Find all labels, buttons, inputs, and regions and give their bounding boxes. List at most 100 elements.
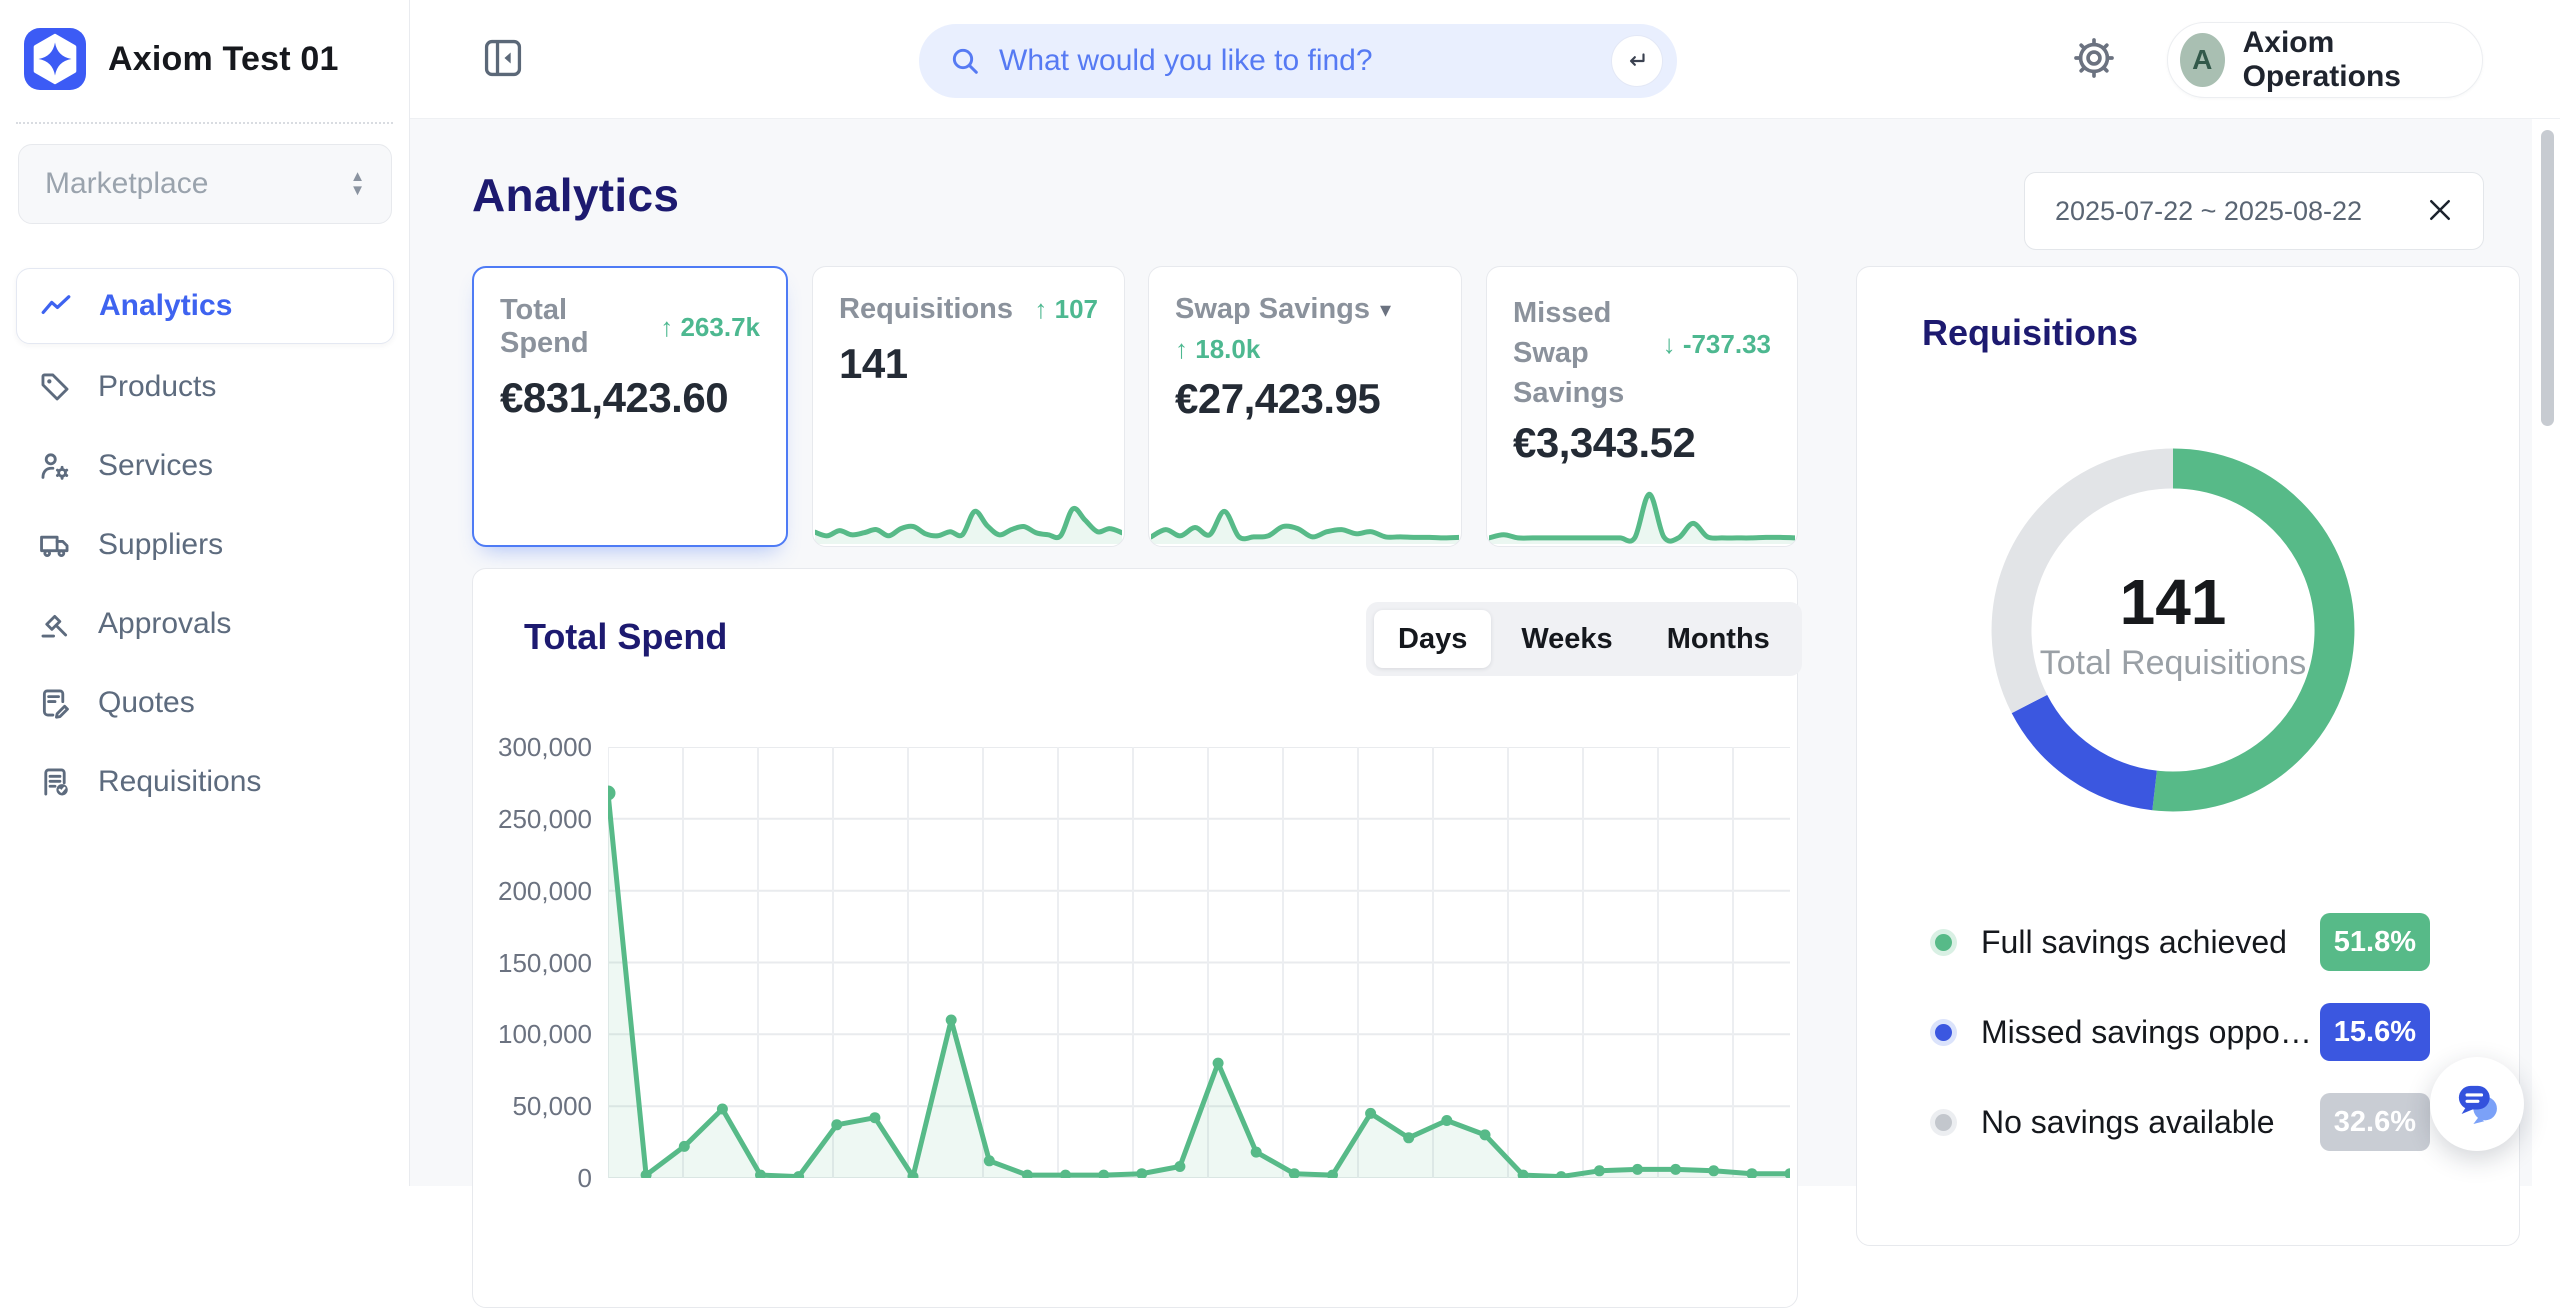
sidebar-item-services[interactable]: Services (16, 426, 394, 505)
document-check-icon (44, 768, 68, 795)
sidebar-item-suppliers[interactable]: Suppliers (16, 505, 394, 584)
kpi-card-requisitions[interactable]: Requisitions ↑ 107 141 (812, 266, 1125, 547)
kpi-delta: ↓ -737.33 (1662, 329, 1771, 359)
legend-item-full-savings[interactable]: Full savings achieved 51.8% (1930, 912, 2430, 972)
sidebar-item-requisitions[interactable]: Requisitions (16, 742, 394, 821)
legend-pct-badge: 32.6% (2319, 1093, 2430, 1151)
requisitions-panel-title: Requisitions (1922, 312, 2139, 353)
approval-stamp-icon (41, 614, 68, 637)
kpi-value: 141 (839, 340, 908, 387)
kpi-value: €831,423.60 (500, 374, 729, 421)
requisitions-panel (1856, 266, 2520, 1246)
chat-bubbles-icon (2458, 1085, 2497, 1124)
arrow-down-icon: ↓ (1662, 329, 1676, 359)
chat-widget-button[interactable] (2430, 1057, 2524, 1151)
topbar: A Axiom Operations (410, 0, 2560, 119)
tab-months[interactable]: Months (1643, 610, 1794, 668)
stepper-icon: ▲ ▼ (350, 168, 365, 199)
legend-item-missed-savings[interactable]: Missed savings oppo… 15.6% (1930, 1002, 2430, 1062)
y-axis-tick: 200,000 (498, 876, 592, 906)
chevron-down-icon[interactable]: ▾ (1380, 296, 1392, 322)
total-spend-line-chart (608, 747, 1790, 1178)
legend-pct-badge: 15.6% (2319, 1003, 2430, 1061)
panel-collapse-icon (484, 39, 522, 76)
y-axis-tick: 300,000 (498, 732, 592, 762)
sidebar-item-label: Approvals (98, 606, 232, 640)
y-axis-tick: 100,000 (498, 1019, 592, 1049)
account-menu[interactable]: A Axiom Operations (2167, 22, 2483, 98)
legend-label: Missed savings oppo… (1981, 1013, 2312, 1050)
kpi-card-missed-swap-savings[interactable]: Missed Swap Savings ↓ -737.33 €3,343.52 (1486, 266, 1798, 547)
search-icon (952, 48, 978, 74)
kpi-label: Requisitions (839, 293, 1014, 325)
gray-dot-icon (1930, 1108, 1957, 1136)
clear-date-button[interactable] (2423, 194, 2457, 228)
gear-icon (2074, 38, 2114, 78)
kpi-label: Missed Swap Savings (1513, 297, 1625, 409)
sidebar: Axiom Test 01 Marketplace ▲ ▼ Analytics P… (0, 0, 410, 1186)
app-name: Axiom Test 01 (108, 39, 339, 78)
truck-icon (40, 535, 69, 557)
sidebar-item-label: Quotes (98, 685, 195, 719)
kpi-value: €3,343.52 (1513, 419, 1696, 466)
sidebar-divider (16, 122, 393, 124)
arrow-up-icon: ↑ (660, 311, 674, 342)
legend-pct-badge: 51.8% (2319, 913, 2430, 971)
sidebar-item-label: Requisitions (98, 764, 262, 798)
requisitions-sparkline (815, 505, 1122, 544)
sidebar-item-label: Products (98, 369, 217, 403)
legend-label: No savings available (1981, 1103, 2275, 1140)
tab-days[interactable]: Days (1374, 610, 1492, 668)
sidebar-item-label: Analytics (99, 289, 233, 322)
kpi-delta: ↑ 107 (1034, 294, 1098, 324)
kpi-card-swap-savings[interactable]: Swap Savings ▾ ↑ 18.0k €27,423.95 (1148, 266, 1462, 547)
y-axis-tick: 150,000 (498, 948, 592, 978)
total-requisitions-value: 141 (2119, 566, 2227, 638)
app-logo-row: Axiom Test 01 (24, 28, 339, 90)
document-pencil-icon (42, 689, 69, 719)
y-axis-tick: 250,000 (498, 804, 592, 834)
workspace-selector-value: Marketplace (45, 167, 209, 200)
arrow-up-icon: ↑ (1175, 334, 1188, 364)
swap-savings-sparkline (1151, 508, 1459, 544)
sidebar-item-analytics[interactable]: Analytics (16, 268, 394, 344)
search-submit-button[interactable] (1611, 35, 1663, 87)
chart-section-title: Total Spend (524, 616, 728, 657)
tab-weeks[interactable]: Weeks (1497, 610, 1636, 668)
date-range-value: 2025-07-22 ~ 2025-08-22 (2055, 195, 2362, 226)
sidebar-item-quotes[interactable]: Quotes (16, 663, 394, 742)
enter-key-icon (1629, 53, 1645, 66)
arrow-up-icon: ↑ (1034, 294, 1048, 324)
legend-label: Full savings achieved (1981, 923, 2287, 960)
workspace-selector[interactable]: Marketplace ▲ ▼ (18, 144, 392, 224)
interval-segmented-control: Days Weeks Months (1366, 602, 1802, 676)
y-axis-tick: 50,000 (512, 1091, 592, 1121)
kpi-label: Total Spend (500, 294, 589, 359)
tag-icon (41, 373, 69, 400)
green-dot-icon (1930, 928, 1957, 956)
app-logo-icon (24, 28, 86, 90)
requisitions-donut-chart (1991, 448, 2355, 812)
date-range-picker[interactable]: 2025-07-22 ~ 2025-08-22 (2024, 172, 2484, 250)
kpi-delta: ↑ 18.0k (1175, 334, 1261, 364)
sidebar-item-approvals[interactable]: Approvals (16, 584, 394, 663)
global-search (919, 24, 1677, 98)
avatar: A (2180, 33, 2225, 87)
sidebar-nav: Analytics Products Services S (16, 268, 394, 821)
trend-line-icon (41, 295, 71, 315)
sidebar-item-label: Suppliers (98, 527, 224, 561)
close-icon (2430, 199, 2450, 220)
scrollbar-thumb[interactable] (2541, 130, 2554, 426)
kpi-card-total-spend[interactable]: Total Spend ↑ 263.7k €831,423.60 (472, 266, 788, 547)
blue-dot-icon (1930, 1018, 1957, 1046)
total-requisitions-label: Total Requisitions (2039, 644, 2307, 682)
page-title: Analytics (472, 169, 680, 221)
legend-item-no-savings[interactable]: No savings available 32.6% (1930, 1092, 2430, 1152)
collapse-sidebar-button[interactable] (478, 34, 528, 84)
sidebar-item-products[interactable]: Products (16, 347, 394, 426)
kpi-delta: ↑ 263.7k (660, 311, 760, 342)
missed-swap-savings-sparkline (1489, 491, 1795, 544)
settings-button[interactable] (2070, 35, 2118, 83)
search-input[interactable] (999, 44, 1611, 78)
sidebar-item-label: Services (98, 448, 214, 482)
